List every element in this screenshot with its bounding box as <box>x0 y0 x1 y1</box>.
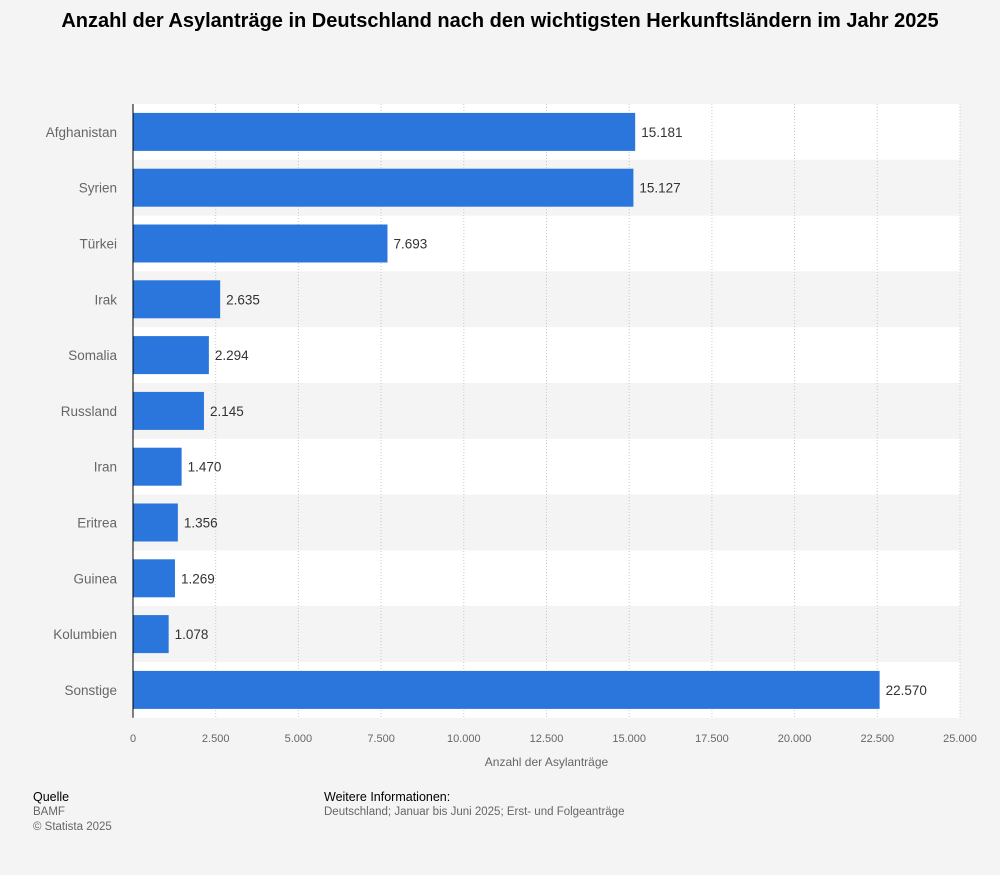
category-label: Eritrea <box>77 516 117 531</box>
category-label: Afghanistan <box>46 125 117 140</box>
source-value: BAMF <box>33 806 65 818</box>
x-tick-labels: 0 2.500 5.000 7.500 10.000 12.500 15.000 17.500… <box>130 733 977 745</box>
source-heading: Quelle <box>33 790 70 804</box>
x-tick-label: 10.000 <box>447 733 481 745</box>
category-label: Somalia <box>68 348 117 363</box>
category-label: Irak <box>94 292 117 307</box>
x-tick-label: 17.500 <box>695 733 729 745</box>
bar-value-label: 1.356 <box>184 516 218 531</box>
row-band <box>133 606 960 662</box>
bar-value-label: 7.693 <box>393 237 427 252</box>
copyright: © Statista 2025 <box>33 821 112 833</box>
bar <box>133 503 178 542</box>
row-band <box>133 327 960 383</box>
x-tick-label: 25.000 <box>943 733 977 745</box>
bar <box>133 447 182 486</box>
bar <box>133 391 204 430</box>
x-tick-label: 0 <box>130 733 136 745</box>
info-heading: Weitere Informationen: <box>324 790 451 804</box>
bar-value-label: 2.145 <box>210 404 244 419</box>
bar <box>133 224 388 263</box>
category-label: Russland <box>61 404 117 419</box>
x-tick-label: 7.500 <box>367 733 395 745</box>
x-tick-label: 12.500 <box>530 733 564 745</box>
bar-value-label: 2.294 <box>215 348 249 363</box>
bar <box>133 615 169 654</box>
x-tick-label: 2.500 <box>202 733 230 745</box>
bar <box>133 559 175 598</box>
bar-value-label: 15.181 <box>641 125 682 140</box>
bar-value-label: 22.570 <box>886 683 927 698</box>
bar <box>133 280 221 319</box>
info-block: Weitere Informationen: Deutschland; Janu… <box>324 790 624 820</box>
source-block: Quelle BAMF © Statista 2025 <box>33 790 112 835</box>
category-label: Kolumbien <box>53 627 117 642</box>
chart-title: Anzahl der Asylanträge in Deutschland na… <box>61 10 939 32</box>
bar-value-labels: 15.181 15.127 7.693 2.635 2.294 2.145 1.470 1.3… <box>175 125 927 698</box>
bar-chart: 15.181 15.127 7.693 2.635 2.294 2.145 1.470 1.3… <box>46 104 977 769</box>
category-label: Guinea <box>73 571 117 586</box>
category-label: Syrien <box>79 181 117 196</box>
category-label: Sonstige <box>64 683 117 698</box>
x-tick-label: 5.000 <box>285 733 313 745</box>
bar <box>133 336 209 375</box>
category-label: Iran <box>94 460 117 475</box>
bar <box>133 112 636 151</box>
category-labels: Afghanistan Syrien Türkei Irak Somalia Russla… <box>46 125 118 698</box>
bar-value-label: 2.635 <box>226 292 260 307</box>
x-tick-label: 20.000 <box>778 733 812 745</box>
bar-value-label: 1.470 <box>188 460 222 475</box>
bars <box>133 112 880 709</box>
bar <box>133 670 880 709</box>
category-label: Türkei <box>79 237 117 252</box>
bar-value-label: 1.078 <box>175 627 209 642</box>
bar-value-label: 1.269 <box>181 571 215 586</box>
x-tick-label: 22.500 <box>860 733 894 745</box>
bar-value-label: 15.127 <box>639 181 680 196</box>
x-tick-label: 15.000 <box>612 733 646 745</box>
row-band <box>133 438 960 495</box>
bar <box>133 168 634 207</box>
x-axis-label: Anzahl der Asylanträge <box>485 755 609 769</box>
info-value: Deutschland; Januar bis Juni 2025; Erst-… <box>324 806 625 818</box>
